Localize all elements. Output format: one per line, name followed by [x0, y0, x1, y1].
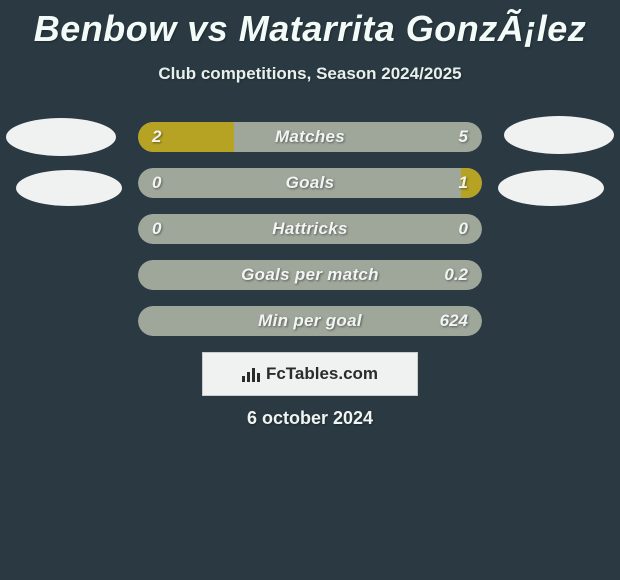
stat-bar: 00Hattricks [138, 214, 482, 244]
stat-bar-label: Min per goal [138, 311, 482, 331]
player-left-avatar [6, 118, 116, 156]
player-right-avatar [504, 116, 614, 154]
source-badge-text: FcTables.com [242, 364, 378, 384]
stat-bar: 25Matches [138, 122, 482, 152]
stat-bar-label: Goals [138, 173, 482, 193]
stat-bar-label: Goals per match [138, 265, 482, 285]
stat-bar: 01Goals [138, 168, 482, 198]
stat-bar: 624Min per goal [138, 306, 482, 336]
comparison-title: Benbow vs Matarrita GonzÃ¡lez [0, 0, 620, 50]
stat-bar-label: Hattricks [138, 219, 482, 239]
stat-bar: 0.2Goals per match [138, 260, 482, 290]
stat-bars: 25Matches 01Goals 00Hattricks 0.2Goals per … [138, 122, 482, 352]
bars-icon [242, 366, 260, 382]
source-badge: FcTables.com [202, 352, 418, 396]
player-right-avatar-2 [498, 170, 604, 206]
generated-date: 6 october 2024 [0, 408, 620, 429]
stat-bar-label: Matches [138, 127, 482, 147]
player-left-avatar-2 [16, 170, 122, 206]
source-badge-label: FcTables.com [266, 364, 378, 384]
comparison-subtitle: Club competitions, Season 2024/2025 [0, 50, 620, 84]
